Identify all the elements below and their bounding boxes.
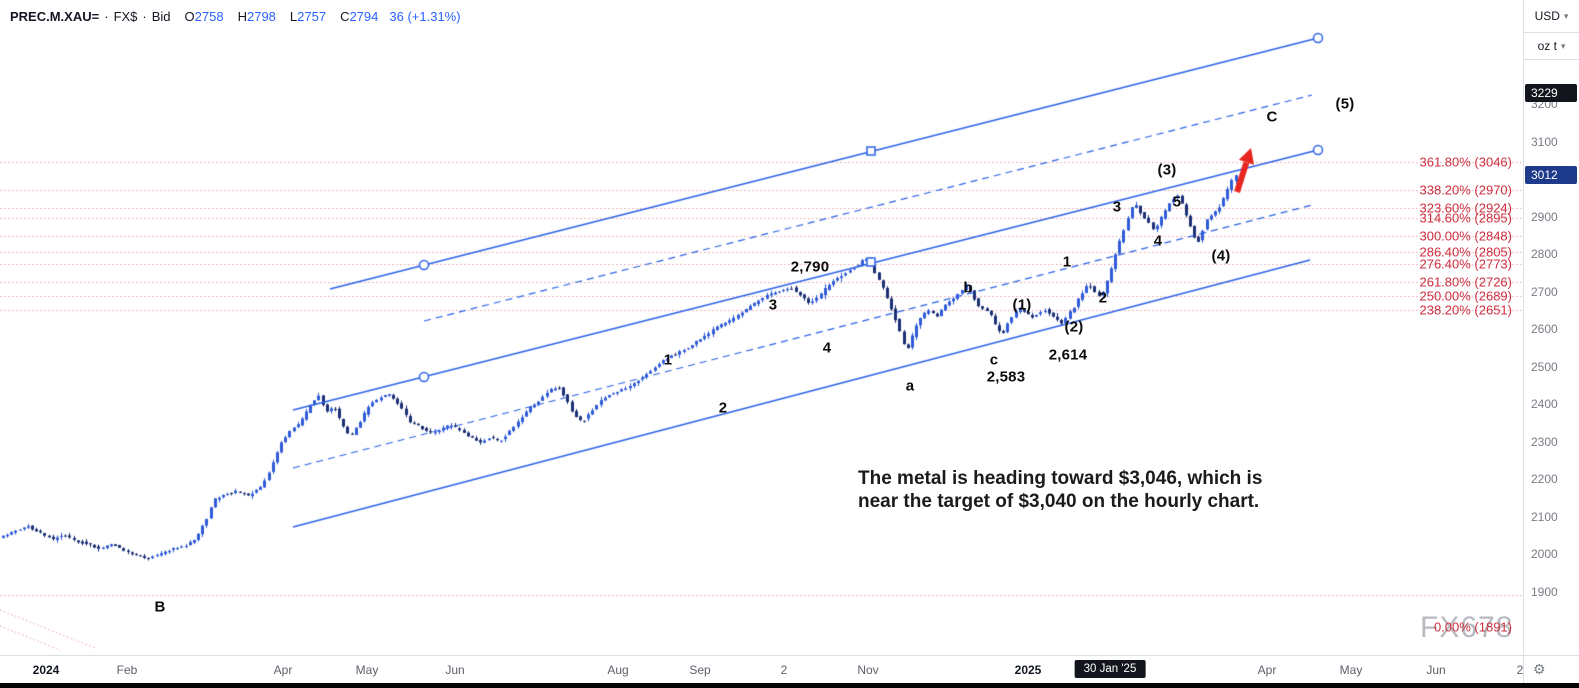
close-value: C2794 xyxy=(340,9,379,24)
separator-dot: · xyxy=(142,9,147,24)
price-tick: 1900 xyxy=(1531,585,1558,600)
wave-label[interactable]: (3) xyxy=(1157,161,1177,179)
currency-label: USD xyxy=(1534,9,1560,23)
crosshair-price-badge: 3229 xyxy=(1525,84,1577,103)
last-price-badge: 3012 xyxy=(1525,165,1577,184)
change-value: 36 (+1.31%) xyxy=(389,9,461,24)
wave-label[interactable]: 4 xyxy=(822,339,832,357)
price-tick: 2600 xyxy=(1531,322,1558,337)
time-scale[interactable]: 2024 Feb Apr May Jun Aug Sep 2 Nov 2025 Apr May Jun 2… xyxy=(0,655,1523,683)
time-tick: 2024 xyxy=(32,663,60,677)
fx678-watermark: FX678 xyxy=(1420,611,1514,644)
wave-label[interactable]: 2,790 xyxy=(790,258,830,276)
wave-label[interactable]: a xyxy=(905,377,915,395)
wave-label[interactable]: 5 xyxy=(1172,193,1182,211)
wave-label[interactable]: 2 xyxy=(1098,289,1108,307)
high-value: H2798 xyxy=(237,9,276,24)
separator-dot: · xyxy=(104,9,109,24)
chart-pane[interactable]: PREC.M.XAU= · FX$ · Bid O2758 H2798 L275… xyxy=(0,0,1523,655)
price-tick: 3100 xyxy=(1531,134,1558,149)
fib-level-label: 261.80% (2726) xyxy=(1419,274,1512,290)
wave-label[interactable]: (1) xyxy=(1012,296,1032,314)
provider-name: FX$ xyxy=(113,9,138,24)
price-tick: 2000 xyxy=(1531,547,1558,562)
scale-settings-corner[interactable]: ⚙ xyxy=(1523,655,1579,683)
analyst-note[interactable]: The metal is heading toward $3,046, whic… xyxy=(858,467,1262,513)
wave-label[interactable]: (4) xyxy=(1211,247,1231,265)
time-tick: 2025 xyxy=(1014,663,1042,677)
chevron-down-icon: ▾ xyxy=(1560,40,1566,51)
crosshair-date-badge: 30 Jan '25 xyxy=(1074,660,1146,678)
chevron-down-icon: ▾ xyxy=(1563,10,1569,21)
wave-label[interactable]: 1 xyxy=(1062,253,1072,271)
time-tick: Jun xyxy=(445,663,465,677)
fib-level-label: 286.40% (2805) xyxy=(1419,244,1512,260)
wave-label[interactable]: B xyxy=(154,598,166,616)
price-tick: 2400 xyxy=(1531,397,1558,412)
price-type-label: Bid xyxy=(151,9,171,24)
time-tick: Jun xyxy=(1426,663,1446,677)
wave-label[interactable]: 3 xyxy=(768,296,778,314)
symbol-name[interactable]: PREC.M.XAU= xyxy=(10,9,100,24)
currency-selector[interactable]: USD ▾ xyxy=(1524,0,1579,33)
fib-level-label: 300.00% (2848) xyxy=(1419,228,1512,244)
fib-level-label: 361.80% (3046) xyxy=(1419,154,1512,170)
time-tick: 2 xyxy=(780,663,788,677)
wave-label[interactable]: 2,583 xyxy=(986,368,1026,386)
time-tick: Sep xyxy=(689,663,711,677)
price-tick: 2300 xyxy=(1531,434,1558,449)
symbol-ohlc-header: PREC.M.XAU= · FX$ · Bid O2758 H2798 L275… xyxy=(10,9,461,24)
time-tick: Nov xyxy=(857,663,879,677)
low-value: L2757 xyxy=(289,9,327,24)
fib-level-label: 314.60% (2895) xyxy=(1419,210,1512,226)
time-tick: 2 xyxy=(1516,663,1524,677)
wave-label[interactable]: 1 xyxy=(663,351,673,369)
price-tick: 2800 xyxy=(1531,247,1558,262)
unit-label: oz t xyxy=(1537,39,1557,53)
open-value: O2758 xyxy=(184,9,224,24)
analyst-note-line1: The metal is heading toward $3,046, whic… xyxy=(858,468,1263,489)
time-tick: May xyxy=(1339,663,1363,677)
wave-label[interactable]: 4 xyxy=(1153,232,1163,250)
wave-label[interactable]: (5) xyxy=(1335,95,1355,113)
time-tick: Feb xyxy=(116,663,138,677)
wave-label[interactable]: b xyxy=(963,279,973,297)
price-tick: 2100 xyxy=(1531,509,1558,524)
time-tick: Apr xyxy=(273,663,293,677)
fib-level-label: 0.00% (1891) xyxy=(1433,619,1512,635)
price-tick: 2700 xyxy=(1531,284,1558,299)
wave-label[interactable]: 2,614 xyxy=(1048,346,1088,364)
wave-label[interactable]: 3 xyxy=(1112,198,1122,216)
wave-label[interactable]: (2) xyxy=(1064,318,1084,336)
fib-level-label: 250.00% (2689) xyxy=(1419,288,1512,304)
bottom-edge-strip xyxy=(0,683,1579,688)
analyst-note-line2: near the target of $3,040 on the hourly … xyxy=(858,491,1260,512)
time-tick: Apr xyxy=(1257,663,1277,677)
price-scale[interactable]: USD ▾ oz t ▾ 3200 3100 2900 2800 2700 2600 250… xyxy=(1523,0,1579,655)
fib-level-label: 338.20% (2970) xyxy=(1419,182,1512,198)
time-tick: Aug xyxy=(607,663,629,677)
unit-selector[interactable]: oz t ▾ xyxy=(1524,33,1579,60)
price-tick: 2500 xyxy=(1531,359,1558,374)
price-tick: 2200 xyxy=(1531,472,1558,487)
wave-label[interactable]: 2 xyxy=(718,399,728,417)
time-tick: May xyxy=(355,663,379,677)
fib-level-label: 323.60% (2924) xyxy=(1419,200,1512,216)
gear-icon[interactable]: ⚙ xyxy=(1533,661,1546,677)
price-tick: 2900 xyxy=(1531,209,1558,224)
candlestick-chart-canvas[interactable] xyxy=(0,0,1523,655)
fib-level-label: 238.20% (2651) xyxy=(1419,302,1512,318)
fib-level-label: 276.40% (2773) xyxy=(1419,256,1512,272)
wave-label[interactable]: c xyxy=(989,351,999,369)
wave-label[interactable]: C xyxy=(1266,108,1278,126)
